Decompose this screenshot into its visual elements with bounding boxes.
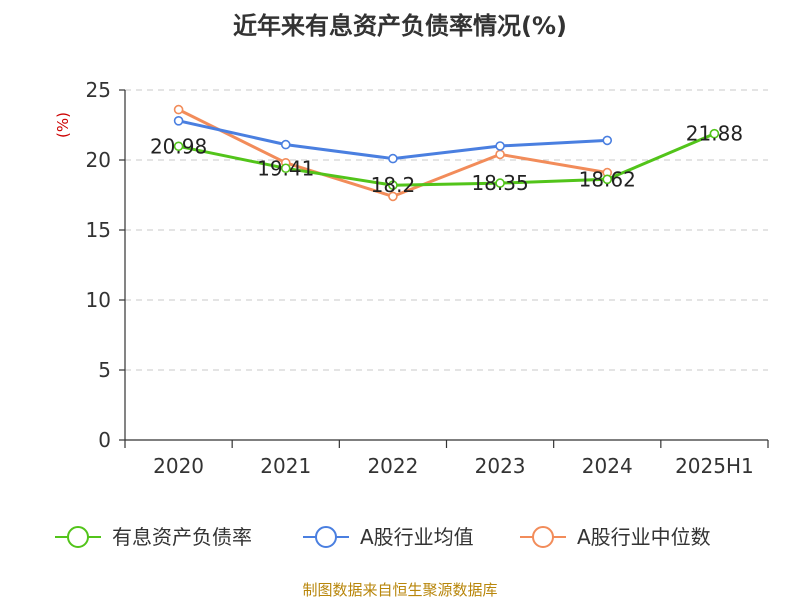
legend-item[interactable]: A股行业中位数 — [520, 525, 711, 549]
data-point — [388, 180, 398, 190]
x-tick-label: 2020 — [153, 454, 204, 478]
legend-swatch-marker — [315, 526, 337, 548]
y-tick-label: 5 — [98, 358, 111, 382]
y-tick-label: 0 — [98, 428, 111, 452]
data-label: 19.41 — [257, 156, 314, 180]
x-tick-label: 2025H1 — [675, 454, 754, 478]
y-tick-label: 10 — [86, 288, 111, 312]
data-label-layer: 20.98 19.41 18.2 18.35 18.62 21.88 — [150, 122, 743, 198]
data-label: 21.88 — [686, 122, 743, 146]
y-axis-label: (%) — [54, 112, 72, 138]
y-tick-label: 15 — [86, 218, 111, 242]
legend-swatch-marker — [532, 526, 554, 548]
source-note: 制图数据来自恒生聚源数据库 — [302, 581, 497, 599]
data-label: 18.2 — [371, 173, 416, 197]
data-point — [280, 139, 291, 150]
legend-label: A股行业均值 — [360, 525, 474, 549]
series-line — [178, 132, 715, 187]
axis-layer: 0 5 10 15 20 25 2020 2021 2022 2023 2024 2025H1 — [86, 78, 769, 478]
data-point — [388, 191, 398, 202]
series-layer — [173, 104, 720, 202]
grid-layer — [125, 89, 768, 371]
data-point — [495, 141, 505, 151]
legend-label: 有息资产负债率 — [112, 525, 252, 549]
data-point — [388, 153, 398, 164]
y-tick-label: 20 — [86, 148, 111, 172]
data-point — [602, 174, 613, 185]
legend-item[interactable]: A股行业均值 — [303, 525, 474, 549]
chart-title: 近年来有息资产负债率情况(%) — [233, 12, 567, 40]
data-point — [709, 128, 720, 139]
data-point — [280, 163, 291, 174]
legend-swatch-marker — [67, 526, 89, 548]
legend: 有息资产负债率 A股行业均值 A股行业中位数 — [55, 525, 711, 549]
data-label: 18.35 — [471, 171, 528, 195]
x-tick-label: 2022 — [367, 454, 418, 478]
data-point — [173, 141, 184, 152]
series-line — [178, 119, 608, 161]
x-tick-label: 2024 — [582, 454, 633, 478]
x-tick-label: 2023 — [475, 454, 526, 478]
legend-item[interactable]: 有息资产负债率 — [55, 525, 252, 549]
data-point — [173, 116, 184, 126]
y-tick-label: 25 — [86, 78, 111, 102]
x-tick-label: 2021 — [260, 454, 311, 478]
data-point — [495, 149, 505, 160]
data-label: 18.62 — [579, 167, 636, 191]
data-point — [602, 135, 613, 146]
data-point — [495, 178, 505, 188]
legend-label: A股行业中位数 — [577, 525, 711, 549]
data-label: 20.98 — [150, 134, 207, 158]
data-point — [173, 104, 184, 115]
